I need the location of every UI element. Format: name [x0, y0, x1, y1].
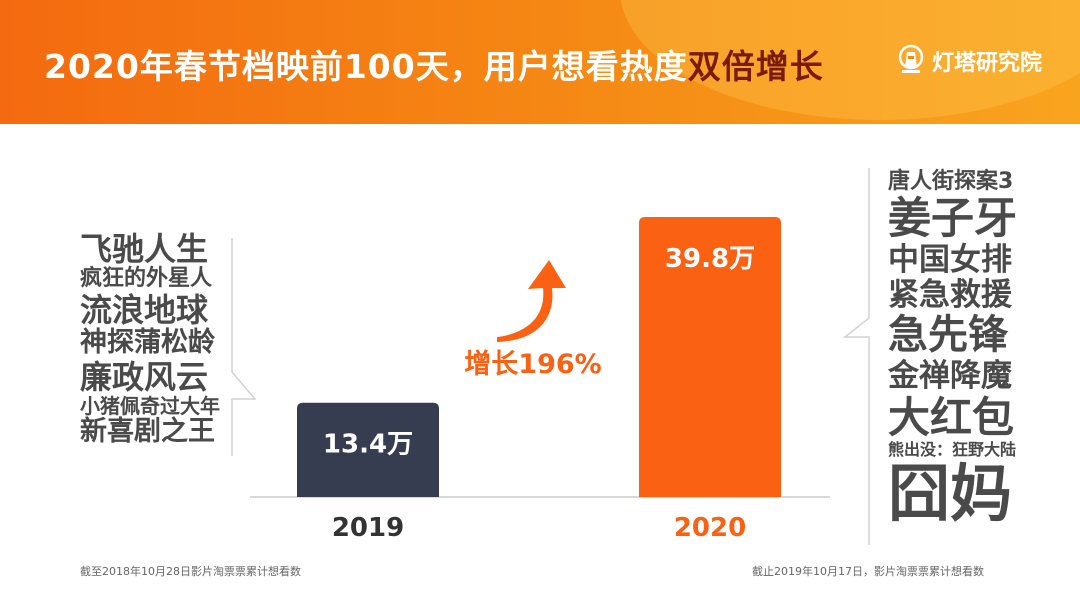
- film-name: 小猪佩奇过大年: [80, 393, 220, 418]
- film-name: 廉政风云: [80, 357, 209, 396]
- film-name: 姜子牙: [888, 193, 1017, 244]
- growth-arrow-icon: [497, 260, 566, 342]
- brand: 灯塔研究院: [896, 44, 1042, 78]
- film-name: 新喜剧之王: [80, 416, 215, 448]
- bar-value-label: 39.8万: [665, 244, 755, 274]
- film-name: 熊出没：狂野大陆: [888, 440, 1017, 460]
- header-banner: 2020年春节档映前100天，用户想看热度双倍增长 灯塔研究院: [0, 0, 1080, 124]
- growth-label: 增长196%: [464, 348, 601, 380]
- title-main: 2020年春节档映前100天，用户想看热度: [44, 47, 688, 86]
- brand-name: 灯塔研究院: [932, 51, 1043, 76]
- x-tick-label: 2019: [332, 513, 404, 543]
- films-2019-list: 飞驰人生 疯狂的外星人 流浪地球 神探蒲松龄 廉政风云 小猪佩奇过大年 新喜剧之王: [80, 231, 220, 448]
- bar-value-label: 13.4万: [323, 430, 413, 460]
- film-name: 金禅降魔: [888, 357, 1012, 394]
- film-name: 唐人街探案3: [888, 169, 1014, 194]
- film-name: 大红包: [888, 392, 1015, 442]
- left-bracket: [231, 238, 257, 456]
- film-name: 流浪地球: [80, 291, 209, 330]
- bar-2019: [297, 402, 439, 497]
- footnote-left: 截至2018年10月28日影片淘票票累计想看数: [80, 565, 301, 578]
- page-title: 2020年春节档映前100天，用户想看热度双倍增长: [44, 40, 824, 88]
- bar-2020: [639, 217, 781, 497]
- film-name: 神探蒲松龄: [80, 327, 215, 359]
- film-name: 囧妈: [888, 457, 1013, 531]
- films-2020-list: 唐人街探案3 姜子牙 中国女排 紧急救援 急先锋 金禅降魔 大红包 熊出没：狂野大陆 囧妈: [888, 169, 1017, 531]
- film-name: 中国女排: [888, 242, 1012, 279]
- x-tick-label: 2020: [674, 513, 746, 543]
- right-bracket: [842, 168, 870, 545]
- film-name: 疯狂的外星人: [80, 266, 213, 292]
- footnote-right: 截止2019年10月17日，影片淘票票累计想看数: [752, 565, 984, 578]
- film-name: 急先锋: [888, 312, 1008, 359]
- film-name: 紧急救援: [888, 277, 1012, 314]
- title-highlight: 双倍增长: [687, 47, 824, 86]
- lighthouse-logo-icon: [898, 44, 924, 73]
- film-name: 飞驰人生: [80, 230, 209, 268]
